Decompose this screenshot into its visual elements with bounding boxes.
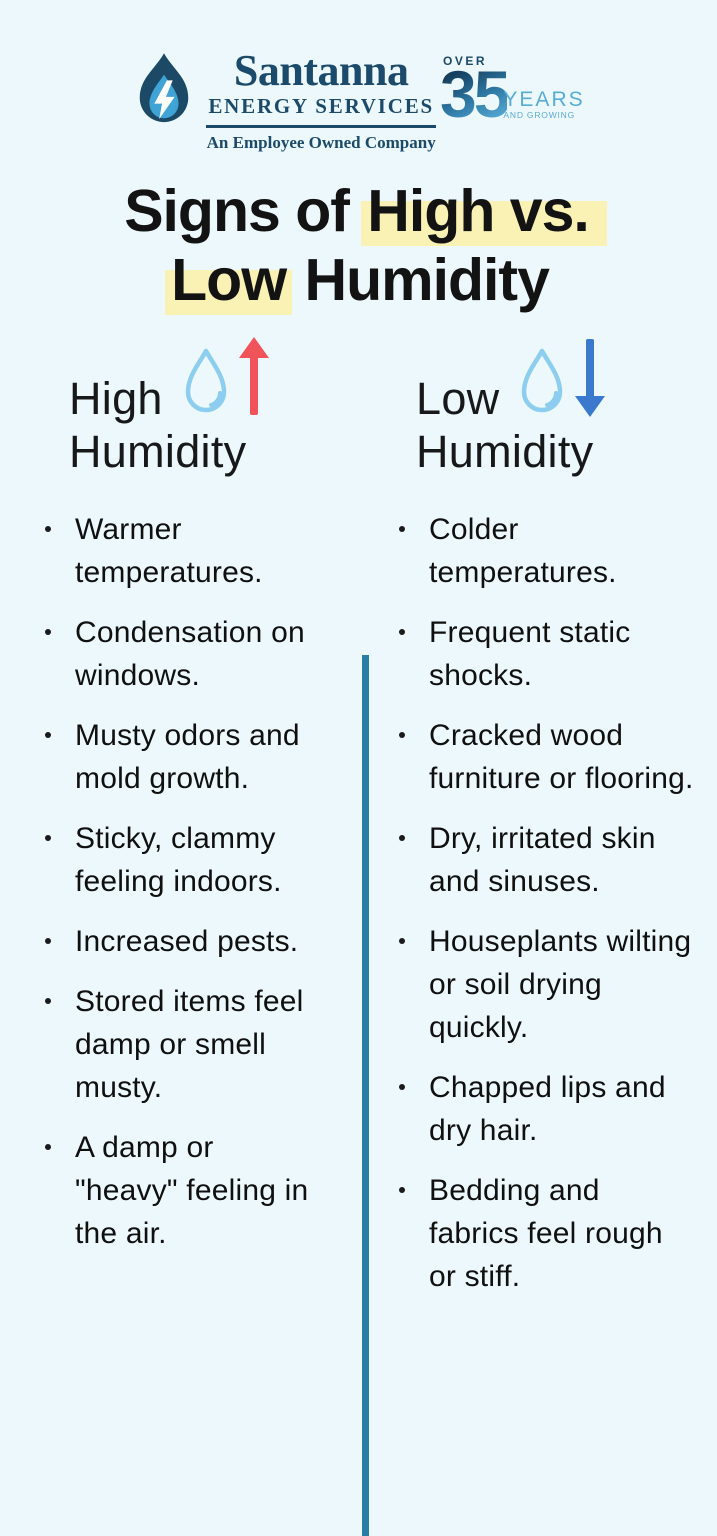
flame-lightning-drop-icon <box>140 53 189 123</box>
list-item: Dry, irritated skin and sinuses. <box>397 817 717 903</box>
low-humidity-column: Low Humidity Colder temperatures. Freque… <box>359 337 717 1298</box>
water-drop-icon <box>522 348 563 413</box>
title-text: Signs of <box>124 177 365 244</box>
low-humidity-header: Low Humidity <box>416 337 717 478</box>
bullet-dot <box>45 937 51 944</box>
water-drop-icon <box>185 348 226 413</box>
logo-subtitle: ENERGY SERVICES <box>206 92 436 128</box>
bullet-dot <box>399 628 405 635</box>
title-text: Humidity <box>289 246 549 313</box>
high-humidity-column: High Humidity Warmer temperatures. Conde… <box>0 336 359 1298</box>
logo: Santanna ENERGY SERVICES An Employee Own… <box>0 0 717 153</box>
list-item: Houseplants wilting or soil drying quick… <box>397 920 717 1049</box>
logo-brand-name: Santanna <box>233 46 409 95</box>
bullet-dot <box>45 834 51 841</box>
comparison-columns: High Humidity Warmer temperatures. Conde… <box>0 336 717 1536</box>
header-word-high: High <box>69 372 163 424</box>
anniversary-badge: OVER 35 YEARS AND GROWING <box>440 50 585 131</box>
badge-growing-label: AND GROWING <box>503 109 576 120</box>
list-item: Musty odors and mold growth. <box>43 714 359 800</box>
list-item: Frequent static shocks. <box>397 611 717 697</box>
bullet-dot <box>399 525 405 532</box>
bullet-dot <box>45 1143 51 1150</box>
page-title: Signs of High vs. Low Humidity <box>0 177 717 315</box>
badge-over-label: OVER <box>443 54 488 68</box>
column-divider <box>362 654 369 1536</box>
bullet-dot <box>45 628 51 635</box>
list-item: Condensation on windows. <box>43 611 359 697</box>
list-item: Stored items feel damp or smell musty. <box>43 980 359 1109</box>
arrow-down-icon <box>575 338 606 417</box>
title-highlight-low: Low <box>165 246 293 315</box>
high-humidity-list: Warmer temperatures. Condensation on win… <box>43 508 359 1255</box>
list-item: Colder temperatures. <box>397 508 717 594</box>
bullet-dot <box>399 1186 405 1193</box>
bullet-dot <box>399 731 405 738</box>
logo-text-block: Santanna ENERGY SERVICES An Employee Own… <box>206 46 436 153</box>
bullet-dot <box>399 1083 405 1090</box>
title-line-1: Signs of High vs. <box>0 177 717 246</box>
badge-number: 35 <box>440 57 510 131</box>
list-item: Chapped lips and dry hair. <box>397 1066 717 1152</box>
high-humidity-header: High Humidity <box>69 336 359 478</box>
bullet-dot <box>45 525 51 532</box>
list-item: Sticky, clammy feeling indoors. <box>43 817 359 903</box>
list-item: Warmer temperatures. <box>43 508 359 594</box>
list-item: Cracked wood furniture or flooring. <box>397 714 717 800</box>
bullet-dot <box>45 997 51 1004</box>
list-item: Bedding and fabrics feel rough or stiff. <box>397 1169 717 1298</box>
header-word-low: Low <box>416 372 500 424</box>
low-humidity-list: Colder temperatures. Frequent static sho… <box>397 508 717 1298</box>
header-word-humidity: Humidity <box>416 425 594 477</box>
title-highlight-high: High vs. <box>361 177 607 246</box>
logo-tagline: An Employee Owned Company <box>206 132 436 152</box>
title-line-2: Low Humidity <box>0 246 717 315</box>
list-item: A damp or "heavy" feeling in the air. <box>43 1126 359 1255</box>
arrow-up-icon <box>238 336 269 415</box>
header-word-humidity: Humidity <box>69 425 247 477</box>
bullet-dot <box>399 937 405 944</box>
badge-years-label: YEARS <box>503 87 585 111</box>
bullet-dot <box>45 731 51 738</box>
bullet-dot <box>399 834 405 841</box>
list-item: Increased pests. <box>43 920 359 963</box>
